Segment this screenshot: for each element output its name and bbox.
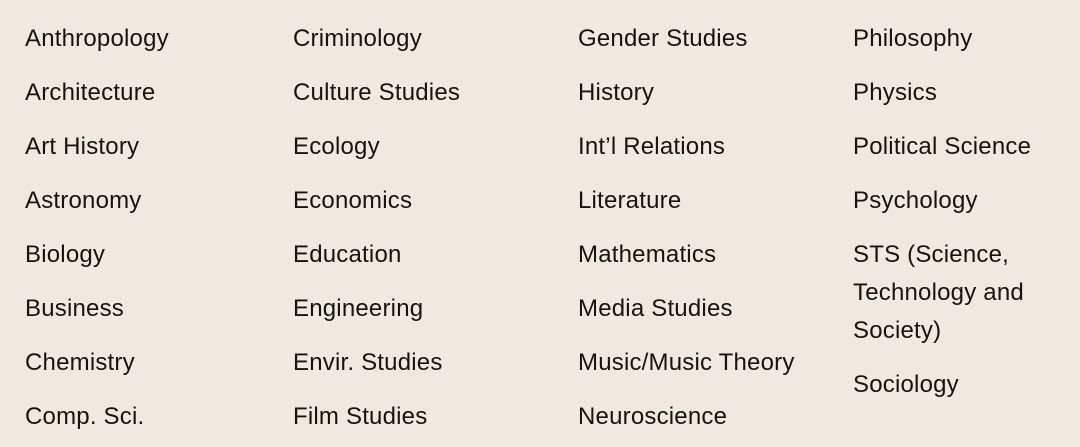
subject-item: Literature [578, 187, 682, 214]
subject-item: Anthropology [25, 25, 169, 52]
subject-item: Culture Studies [293, 79, 461, 106]
subject-item: Media Studies [578, 295, 733, 322]
subject-item: Engineering [293, 295, 424, 322]
subject-item: Astronomy [25, 187, 142, 214]
subject-column-2: Criminology Culture Studies Ecology Econ… [293, 20, 578, 447]
subject-grid: Anthropology Architecture Art History As… [25, 20, 1055, 447]
subject-item: Neuroscience [578, 403, 728, 430]
subject-item: Envir. Studies [293, 349, 443, 376]
subject-item: Mathematics [578, 241, 717, 268]
subject-item: Economics [293, 187, 413, 214]
subject-item: Business [25, 295, 124, 322]
subject-column-1: Anthropology Architecture Art History As… [25, 20, 293, 447]
subject-item: Philosophy [853, 25, 973, 52]
subject-item: Int’l Relations [578, 133, 726, 160]
subject-item: Sociology [853, 371, 959, 398]
subject-item: Psychology [853, 187, 978, 214]
subject-item: Art History [25, 133, 140, 160]
subject-column-4: Philosophy Physics Political Science Psy… [853, 20, 1055, 447]
subject-item: Film Studies [293, 403, 428, 430]
subject-item: Ecology [293, 133, 380, 160]
subject-item: Chemistry [25, 349, 135, 376]
subject-column-3: Gender Studies History Int’l Relations L… [578, 20, 853, 447]
subject-item: Gender Studies [578, 25, 748, 52]
subject-item: Comp. Sci. [25, 403, 145, 430]
subject-item: Education [293, 241, 402, 268]
subject-item: Music/Music Theory [578, 349, 795, 376]
subject-item: Physics [853, 79, 938, 106]
subject-item: History [578, 79, 655, 106]
subject-item: Criminology [293, 25, 422, 52]
subject-item: STS (Science, Technology and Society) [853, 241, 1024, 344]
subject-item: Biology [25, 241, 106, 268]
subject-item: Political Science [853, 133, 1032, 160]
subject-item: Architecture [25, 79, 156, 106]
